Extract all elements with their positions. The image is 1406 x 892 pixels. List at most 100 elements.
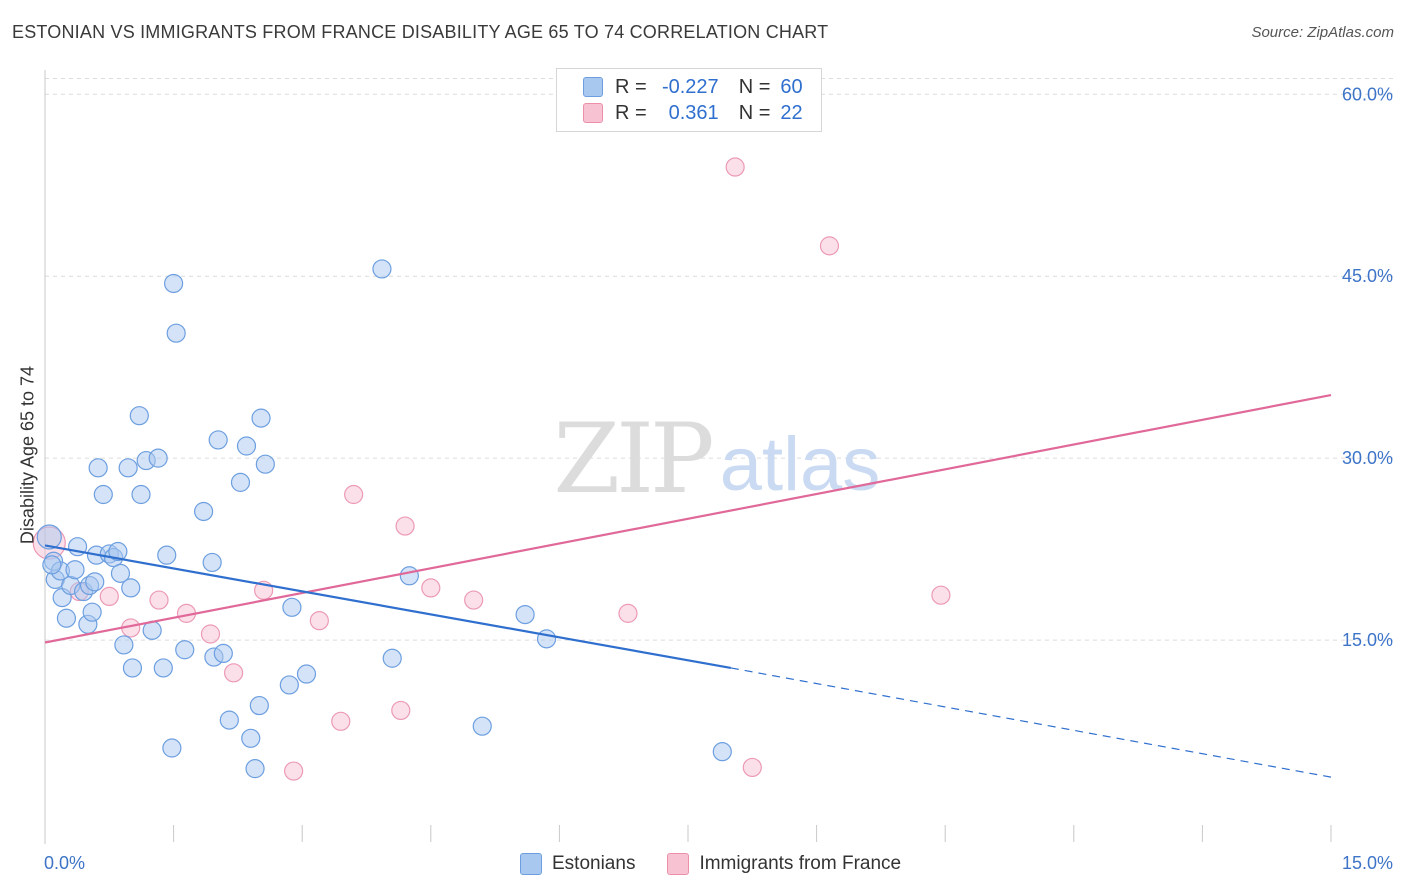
estonian-point bbox=[85, 572, 105, 592]
axes bbox=[44, 70, 1332, 844]
estonian-point bbox=[536, 629, 557, 649]
estonian-point bbox=[164, 273, 184, 294]
estonian-point bbox=[129, 406, 149, 426]
estonian-point bbox=[175, 640, 195, 660]
france-point bbox=[618, 603, 638, 623]
legend-swatch-estonians bbox=[583, 77, 603, 97]
watermark: ZIP atlas bbox=[553, 403, 880, 515]
watermark-atlas: atlas bbox=[720, 422, 881, 507]
estonian-point bbox=[121, 578, 141, 598]
tick-labels: 15.0% 30.0% 45.0% 60.0% 0.0% 15.0% bbox=[44, 84, 1393, 873]
france-point bbox=[819, 236, 840, 256]
estonian-point bbox=[153, 658, 173, 678]
france-point bbox=[395, 516, 415, 536]
estonian-point bbox=[194, 501, 214, 522]
series-swatch-estonians bbox=[520, 853, 542, 875]
trend-lines bbox=[44, 393, 1332, 778]
estonian-points bbox=[36, 259, 732, 779]
estonian-point bbox=[110, 563, 131, 583]
correlation-legend: R = -0.227 N = 60 R = 0.361 N = 22 bbox=[556, 68, 822, 132]
estonian-point bbox=[236, 436, 257, 456]
x-tick-label: 15.0% bbox=[1342, 853, 1393, 873]
estonian-point bbox=[219, 710, 239, 730]
estonian-point bbox=[42, 555, 62, 575]
estonian-point bbox=[93, 484, 113, 505]
estonian-point bbox=[202, 552, 222, 573]
grid-lines bbox=[45, 77, 1394, 641]
estonian-point bbox=[131, 484, 151, 505]
estonian-point bbox=[114, 635, 134, 655]
estonian-point bbox=[382, 648, 402, 668]
estonian-point bbox=[157, 545, 177, 565]
france-point bbox=[725, 157, 745, 177]
estonian-point bbox=[296, 664, 317, 684]
legend-row-estonians: R = -0.227 N = 60 bbox=[583, 75, 803, 99]
estonian-point bbox=[241, 728, 261, 748]
estonian-point bbox=[36, 524, 62, 550]
y-tick-label: 30.0% bbox=[1342, 448, 1393, 468]
legend-r-label: R = bbox=[615, 75, 647, 98]
series-legend: Estonians Immigrants from France bbox=[520, 852, 933, 876]
estonian-point bbox=[148, 448, 168, 468]
x-tick-label: 0.0% bbox=[44, 853, 85, 873]
estonian-point bbox=[712, 742, 732, 762]
estonian-point bbox=[208, 430, 228, 450]
legend-swatch-france bbox=[583, 103, 603, 123]
estonian-point bbox=[472, 716, 492, 736]
series-legend-estonians[interactable]: Estonians bbox=[520, 853, 635, 875]
france-point bbox=[421, 578, 441, 598]
france-point bbox=[200, 624, 221, 644]
estonian-point bbox=[88, 458, 108, 478]
estonian-point bbox=[122, 658, 143, 678]
legend-n-label: N = bbox=[738, 75, 771, 98]
france-point bbox=[309, 611, 329, 631]
legend-r-label: R = bbox=[615, 101, 647, 124]
france-point bbox=[224, 663, 244, 683]
estonian-point bbox=[372, 259, 392, 279]
france-point bbox=[742, 757, 762, 778]
legend-n-value: 22 bbox=[780, 101, 803, 124]
estonian-trend-line bbox=[44, 544, 732, 670]
france-point bbox=[149, 590, 169, 610]
legend-r-value: 0.361 bbox=[668, 101, 719, 124]
estonian-point bbox=[279, 675, 299, 695]
estonian-point bbox=[65, 560, 85, 580]
france-trend-line bbox=[44, 393, 1332, 644]
legend-n-value: 60 bbox=[780, 75, 803, 98]
estonian-trend-extension bbox=[730, 667, 1332, 778]
france-point bbox=[464, 590, 484, 610]
estonian-point bbox=[515, 604, 535, 625]
estonian-point bbox=[282, 597, 302, 617]
estonian-point bbox=[399, 566, 419, 586]
estonian-point bbox=[249, 695, 269, 716]
france-point bbox=[931, 585, 951, 605]
y-tick-label: 45.0% bbox=[1342, 266, 1393, 286]
legend-n-label: N = bbox=[738, 101, 771, 124]
chart-title: ESTONIAN VS IMMIGRANTS FROM FRANCE DISAB… bbox=[12, 22, 829, 42]
series-swatch-france bbox=[667, 853, 690, 875]
estonian-point bbox=[108, 541, 128, 562]
y-axis-label: Disability Age 65 to 74 bbox=[17, 365, 38, 545]
france-point bbox=[284, 761, 304, 781]
estonian-point bbox=[56, 608, 77, 628]
series-legend-france[interactable]: Immigrants from France bbox=[667, 853, 901, 875]
series-label-estonians: Estonians bbox=[552, 853, 636, 874]
y-tick-label: 15.0% bbox=[1342, 630, 1393, 650]
watermark-zip: ZIP bbox=[553, 403, 712, 515]
estonian-point bbox=[230, 472, 251, 492]
series-label-france: Immigrants from France bbox=[699, 853, 902, 874]
estonian-point bbox=[245, 759, 265, 779]
y-tick-label: 60.0% bbox=[1342, 84, 1393, 104]
source-label: Source: ZipAtlas.com bbox=[1251, 24, 1394, 41]
legend-r-value: -0.227 bbox=[661, 75, 719, 98]
estonian-point bbox=[162, 738, 182, 758]
france-point bbox=[331, 711, 351, 731]
france-point bbox=[391, 700, 411, 721]
estonian-point bbox=[251, 408, 271, 428]
estonian-point bbox=[255, 454, 275, 474]
estonian-point bbox=[118, 458, 138, 478]
estonian-point bbox=[213, 643, 233, 664]
france-point bbox=[99, 586, 119, 607]
france-point bbox=[344, 484, 364, 505]
estonian-point bbox=[82, 602, 102, 622]
